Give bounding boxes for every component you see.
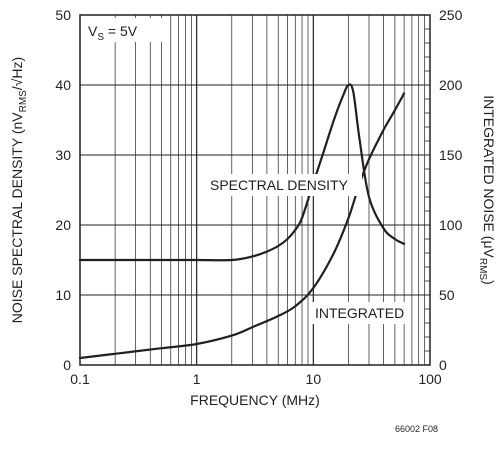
plot-frame xyxy=(79,14,431,366)
integrated-label-bg xyxy=(312,302,410,324)
x-tick-label: 10 xyxy=(306,371,322,387)
integrated-label: INTEGRATED xyxy=(315,305,404,321)
y-tick-label-left: 50 xyxy=(55,7,71,23)
x-axis-title: FREQUENCY (MHz) xyxy=(190,392,320,408)
spectral-density-curve xyxy=(78,83,406,262)
y-tick-label-right: 150 xyxy=(439,147,463,163)
y-axis-title-right: INTEGRATED NOISE (μVRMS) xyxy=(477,95,497,285)
condition-label: VS = 5V xyxy=(88,23,138,43)
y-tick-label-right: 250 xyxy=(439,7,463,23)
y-tick-label-left: 20 xyxy=(55,217,71,233)
y-tick-label-left: 10 xyxy=(55,287,71,303)
y-axis-title-left: NOISE SPECTRAL DENSITY (nVRMS/√Hz) xyxy=(9,57,29,323)
x-tick-label: 1 xyxy=(193,371,201,387)
y-tick-label-right: 100 xyxy=(439,217,463,233)
integrated-noise-curve xyxy=(78,92,406,360)
y-tick-label-right: 200 xyxy=(439,77,463,93)
y-tick-label-left: 0 xyxy=(63,357,71,373)
y-tick-label-left: 40 xyxy=(55,77,71,93)
y-tick-label-right: 50 xyxy=(439,287,455,303)
y-tick-label-left: 30 xyxy=(55,147,71,163)
condition-label-bg xyxy=(84,18,168,42)
figure-id: 66002 F08 xyxy=(395,424,438,434)
y-tick-label-right: 0 xyxy=(439,357,447,373)
x-tick-label: 0.1 xyxy=(70,371,90,387)
spectral-density-label-bg xyxy=(207,174,362,196)
x-tick-label: 100 xyxy=(418,371,442,387)
spectral-density-label: SPECTRAL DENSITY xyxy=(210,177,349,193)
